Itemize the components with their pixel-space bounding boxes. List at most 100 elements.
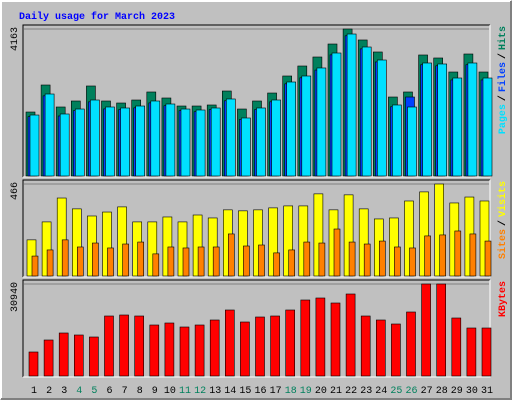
panel-edge-dark — [22, 179, 490, 277]
x-tick-label: 16 — [254, 386, 266, 397]
bar — [61, 239, 69, 277]
bar — [406, 311, 416, 377]
bar — [253, 209, 263, 277]
x-tick-label: 2 — [46, 386, 52, 397]
y-tick-label: 4163 — [10, 27, 21, 51]
bar — [409, 247, 416, 277]
legend-separator: / — [497, 220, 509, 226]
legend-entry: Sites — [497, 229, 509, 259]
bar — [228, 233, 235, 277]
bar — [301, 75, 312, 177]
bar — [165, 103, 176, 177]
bar — [360, 315, 371, 377]
bar — [481, 327, 492, 377]
bar — [378, 240, 386, 277]
legend-separator: / — [497, 95, 509, 101]
panel-edge-dark — [22, 24, 490, 177]
bar — [164, 322, 175, 377]
bar — [283, 205, 294, 277]
bar — [180, 108, 191, 177]
bar — [41, 221, 52, 277]
bar — [424, 235, 431, 277]
bar — [286, 81, 297, 177]
bar — [421, 283, 431, 377]
bar — [240, 321, 250, 377]
bar — [31, 255, 39, 277]
bar — [316, 67, 327, 177]
bar — [137, 241, 144, 277]
bar — [104, 315, 114, 377]
legend-entry: KBytes — [498, 281, 509, 317]
x-tick-label: 27 — [421, 386, 433, 397]
x-tick-label: 15 — [239, 386, 251, 397]
legend: Pages / Files / Hits — [497, 26, 509, 134]
bar — [452, 77, 463, 177]
bar — [268, 207, 278, 277]
x-tick-label: 30 — [466, 386, 478, 397]
bar — [313, 193, 324, 277]
y-tick-label: 30940 — [10, 282, 21, 312]
legend-entry: Files — [497, 62, 509, 92]
bar — [122, 243, 129, 277]
bar — [92, 242, 99, 277]
x-tick-label: 7 — [122, 386, 128, 397]
bar — [44, 93, 55, 177]
x-tick-label: 17 — [270, 386, 282, 397]
bar — [300, 299, 311, 377]
bar — [72, 208, 82, 277]
bar — [90, 99, 100, 177]
x-tick-label: 12 — [194, 386, 206, 397]
bar — [419, 191, 429, 277]
bar — [197, 246, 205, 277]
bar — [358, 208, 369, 277]
bar — [243, 245, 250, 277]
y-tick-label: 466 — [10, 182, 21, 200]
x-tick-label: 28 — [436, 386, 448, 397]
bar — [436, 283, 447, 377]
bar — [75, 108, 85, 177]
bar — [195, 109, 206, 177]
bar — [117, 206, 127, 277]
bar — [179, 326, 190, 377]
bar — [454, 230, 462, 277]
bar — [343, 194, 354, 277]
x-tick-label: 6 — [106, 386, 112, 397]
bar — [46, 249, 54, 277]
bar — [74, 334, 84, 377]
bar — [226, 98, 236, 177]
x-tick-label: 25 — [390, 386, 402, 397]
bar — [303, 241, 311, 277]
bar — [134, 315, 144, 377]
bar — [212, 246, 220, 277]
x-tick-label: 18 — [285, 386, 297, 397]
bar — [167, 246, 175, 277]
bar — [194, 324, 205, 377]
bar — [375, 319, 386, 377]
x-tick-label: 31 — [481, 386, 493, 397]
bar — [107, 247, 114, 277]
bar — [149, 324, 160, 377]
bar — [348, 241, 356, 277]
bar — [182, 247, 190, 277]
x-tick-label: 1 — [31, 386, 37, 397]
bar — [162, 216, 173, 277]
bar — [56, 197, 67, 277]
bar — [270, 315, 280, 377]
bar — [238, 210, 248, 277]
bar — [330, 302, 341, 377]
x-tick-label: 14 — [224, 386, 236, 397]
bar — [43, 339, 54, 377]
bar — [392, 104, 402, 177]
x-tick-label: 21 — [330, 386, 342, 397]
x-tick-label: 13 — [209, 386, 221, 397]
chart-title: Daily usage for March 2023 — [19, 11, 175, 23]
x-tick-label: 8 — [137, 386, 143, 397]
bar — [345, 293, 356, 377]
x-tick-label: 29 — [451, 386, 463, 397]
bar — [484, 240, 492, 277]
bar — [256, 107, 266, 177]
bar — [346, 33, 357, 177]
bar — [209, 319, 220, 377]
